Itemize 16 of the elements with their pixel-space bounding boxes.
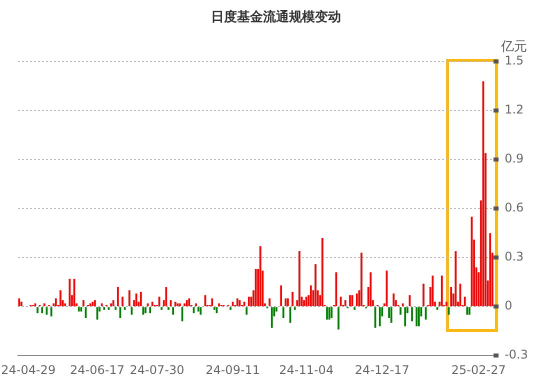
y-axis-title: 亿元 bbox=[500, 39, 527, 54]
x-tick-label: 24-06-17 bbox=[70, 362, 124, 377]
y-tick-label: 0 bbox=[504, 298, 512, 313]
y-tick-label: 0.9 bbox=[504, 152, 524, 166]
x-tick-label: 24-11-04 bbox=[279, 362, 334, 377]
y-tick-label: -0.3 bbox=[504, 348, 528, 362]
y-tick-label: 0.6 bbox=[504, 200, 524, 215]
x-tick-label: 24-07-30 bbox=[130, 362, 184, 377]
chart-title: 日度基金流通规模变动 bbox=[211, 9, 341, 26]
y-tick-label: 1.5 bbox=[504, 54, 524, 68]
y-tick-label: 0.3 bbox=[504, 250, 524, 264]
x-tick-label: 24-09-11 bbox=[206, 362, 260, 377]
x-tick-label: 24-12-17 bbox=[354, 362, 410, 377]
y-tick-label: 1.2 bbox=[504, 102, 524, 117]
x-tick-label: 24-04-29 bbox=[1, 362, 56, 377]
x-tick-label: 25-02-27 bbox=[451, 362, 506, 377]
